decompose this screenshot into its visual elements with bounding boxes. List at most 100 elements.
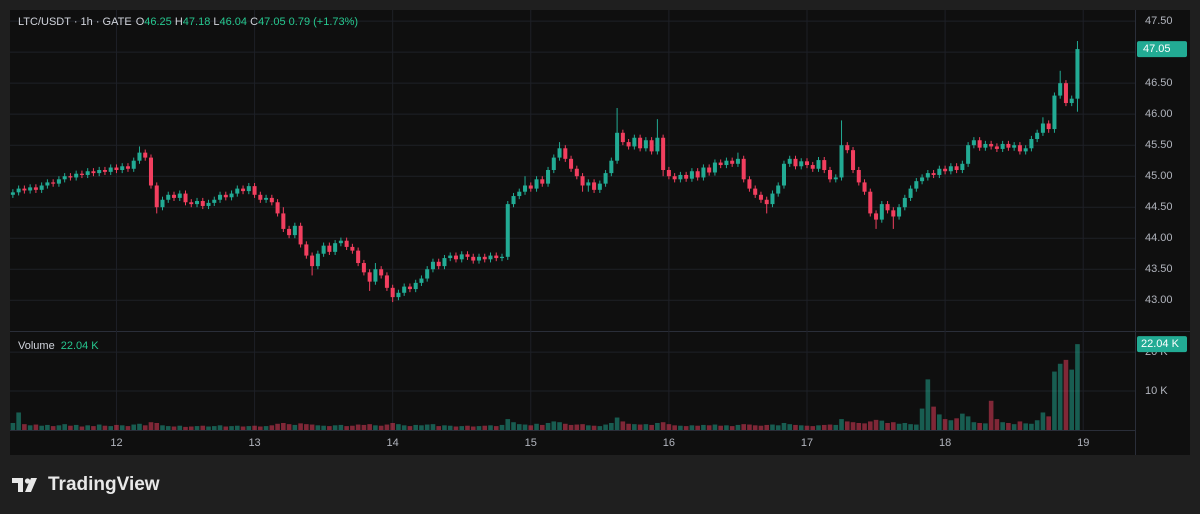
candle-body [1052, 95, 1057, 130]
candle-body [56, 179, 61, 184]
candle-body [557, 148, 562, 158]
candle-body [661, 137, 666, 170]
volume-bar [867, 421, 873, 430]
candle-body [1058, 83, 1063, 96]
volume-bar [672, 425, 677, 430]
candle-body [707, 167, 712, 173]
brand-logo[interactable]: TradingView [12, 474, 160, 496]
volume-bar [660, 422, 666, 430]
volume-bar [522, 424, 528, 430]
volume-bar [56, 425, 62, 430]
candle-body [580, 176, 585, 186]
volume-bar [712, 424, 718, 430]
candle-body [1023, 148, 1028, 152]
volume-bar [724, 425, 729, 430]
volume-bar [50, 426, 56, 430]
volume-bar [338, 424, 344, 430]
candle-body [229, 193, 234, 198]
volume-bar [68, 425, 73, 430]
y-tick-label: 45.00 [1145, 170, 1173, 182]
candle-body [810, 165, 815, 169]
candle-body [615, 132, 620, 161]
volume-bar [154, 422, 160, 430]
x-tick-label: 19 [1077, 437, 1089, 449]
candle-body [879, 204, 884, 220]
candle-body [269, 197, 274, 203]
volume-bar [718, 425, 723, 430]
candle-body [292, 225, 297, 236]
volume-bar [1040, 412, 1046, 430]
o-value: 46.25 [144, 16, 172, 28]
candle-body [891, 210, 896, 217]
candle-body [258, 194, 263, 200]
candle-body [373, 269, 378, 282]
volume-bar [580, 424, 585, 430]
volume-bar [401, 425, 407, 430]
volume-bar [885, 422, 890, 430]
volume-bar [833, 424, 839, 430]
candle-body [114, 167, 119, 170]
volume-bar [292, 424, 298, 430]
candle-body [499, 256, 505, 259]
candle-body [747, 179, 752, 189]
x-tick-label: 17 [801, 437, 813, 449]
volume-bar [188, 426, 194, 430]
candle-body [476, 256, 482, 261]
candle-body [1012, 145, 1017, 148]
volume-bar [378, 425, 384, 430]
volume-bar [551, 421, 557, 430]
volume-bar [206, 426, 211, 430]
volume-bar [603, 424, 608, 430]
candle-body [931, 173, 936, 175]
candle-body [712, 162, 717, 173]
volume-bar [908, 424, 913, 430]
volume-bar [85, 425, 90, 430]
volume-bar [73, 424, 79, 430]
x-tick-label: 15 [525, 437, 537, 449]
candle-body [384, 275, 389, 288]
volume-bar [597, 426, 603, 430]
candle-body [966, 145, 971, 164]
volume-bar [459, 426, 465, 430]
candle-body [321, 245, 326, 254]
volume-bar [413, 424, 418, 430]
candle-body [396, 292, 401, 298]
volume-bar [499, 424, 505, 430]
price-tag-label: 47.05 [1143, 43, 1171, 55]
volume-bar [148, 422, 154, 430]
volume-bar [539, 424, 545, 430]
candle-body [753, 188, 758, 195]
candle-body [327, 245, 332, 252]
candle-body [298, 225, 303, 245]
y-tick-label: 44.50 [1145, 201, 1173, 213]
candle-body [154, 185, 159, 208]
volume-bar [482, 425, 488, 430]
candle-body [390, 287, 395, 298]
volume-bar [994, 419, 1000, 430]
volume-bar [424, 424, 430, 430]
volume-bar [816, 425, 821, 430]
h-label: H [174, 16, 183, 28]
volume-bar [327, 426, 332, 430]
candle-body [1046, 123, 1051, 130]
volume-bar [678, 425, 683, 430]
candle-body [241, 188, 246, 192]
volume-bar [563, 423, 568, 430]
y-tick-label: 46.00 [1145, 108, 1173, 120]
volume-bar [275, 423, 280, 430]
candle-body [528, 185, 533, 189]
candle-body [379, 269, 384, 276]
candle-body [367, 272, 372, 282]
candle-body [91, 171, 96, 174]
volume-bar [873, 419, 879, 430]
volume-bar [827, 424, 833, 430]
candle-body [983, 143, 988, 148]
candle-body [183, 193, 188, 203]
candle-body [177, 193, 182, 198]
volume-bar [821, 424, 827, 430]
candle-body [102, 170, 107, 172]
volume-bar [971, 422, 977, 430]
candle-body [1035, 132, 1040, 139]
candle-body [74, 173, 79, 178]
candle-body [925, 173, 930, 178]
